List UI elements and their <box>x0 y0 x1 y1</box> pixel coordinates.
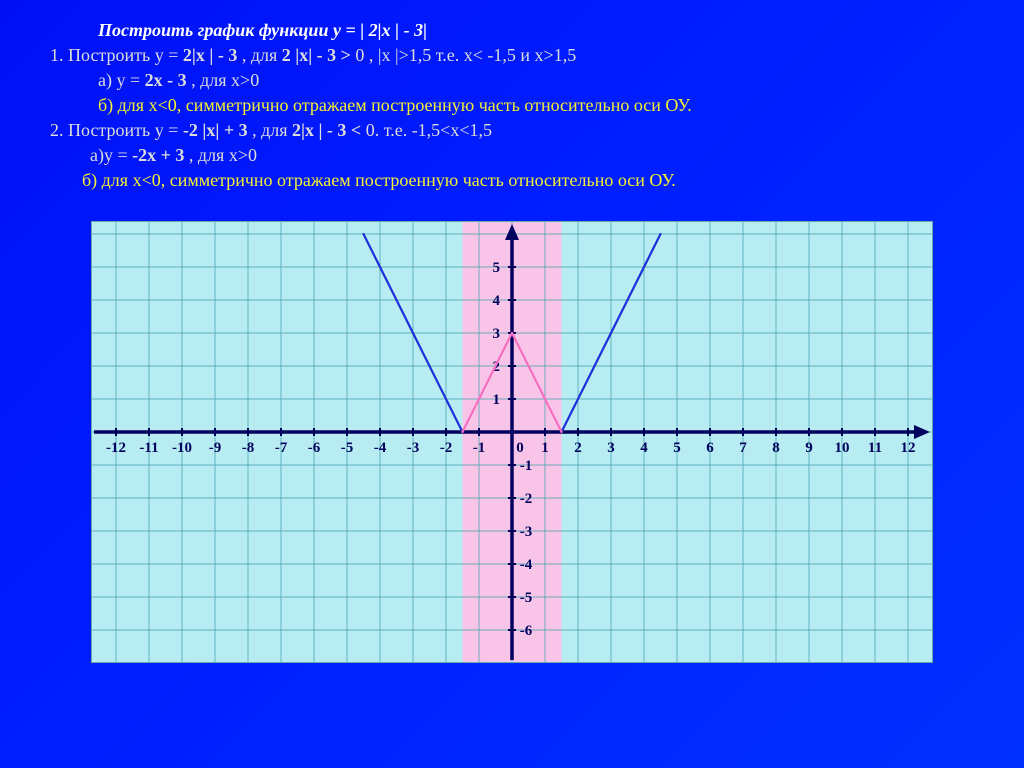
t: , для <box>252 120 292 140</box>
t: 2х - 3 <box>145 70 192 90</box>
svg-text:-11: -11 <box>139 440 158 456</box>
step1a: а) у = 2х - 3 , для х>0 <box>98 70 974 91</box>
svg-text:-2: -2 <box>440 440 453 456</box>
t: , для <box>242 45 282 65</box>
svg-text:2: 2 <box>574 440 582 456</box>
svg-text:11: 11 <box>868 440 882 456</box>
svg-text:7: 7 <box>739 440 747 456</box>
t: , для х>0 <box>189 145 257 165</box>
step2: 2. Построить у = -2 |х| + 3 , для 2|х | … <box>50 120 974 141</box>
step2b: б) для х<0, симметрично отражаем построе… <box>82 170 974 191</box>
svg-text:-5: -5 <box>520 590 533 606</box>
t: 2 |х| - 3 > <box>282 45 351 65</box>
chart-container: -12-11-10-9-8-7-6-5-4-3-2-10123456789101… <box>91 221 933 663</box>
t: а) у = <box>98 70 145 90</box>
svg-text:-3: -3 <box>520 524 533 540</box>
svg-text:10: 10 <box>835 440 850 456</box>
svg-text:1: 1 <box>541 440 549 456</box>
svg-text:8: 8 <box>772 440 780 456</box>
svg-text:3: 3 <box>607 440 615 456</box>
svg-text:5: 5 <box>673 440 681 456</box>
svg-text:-4: -4 <box>374 440 387 456</box>
t: 0. т.е. -1,5<х<1,5 <box>361 120 492 140</box>
svg-text:0: 0 <box>516 440 524 456</box>
svg-text:-1: -1 <box>473 440 486 456</box>
t: -2 |х| + 3 <box>183 120 252 140</box>
svg-text:-7: -7 <box>275 440 288 456</box>
step2a: а)у = -2х + 3 , для х>0 <box>90 145 974 166</box>
svg-text:-6: -6 <box>520 623 533 639</box>
svg-text:12: 12 <box>901 440 916 456</box>
svg-text:-6: -6 <box>308 440 321 456</box>
svg-text:5: 5 <box>493 260 501 276</box>
t: -2х + 3 <box>132 145 189 165</box>
step1: 1. Построить у = 2|х | - 3 , для 2 |х| -… <box>50 45 974 66</box>
svg-text:-8: -8 <box>242 440 255 456</box>
t: , для х>0 <box>191 70 259 90</box>
svg-text:-9: -9 <box>209 440 222 456</box>
text-content: Построить график функции у = | 2|х | - 3… <box>0 0 1024 191</box>
t: 2|х | - 3 <box>183 45 242 65</box>
svg-text:9: 9 <box>805 440 813 456</box>
t: 1. Построить у = <box>50 45 183 65</box>
svg-text:-10: -10 <box>172 440 192 456</box>
svg-text:4: 4 <box>493 293 501 309</box>
svg-text:3: 3 <box>493 326 501 342</box>
svg-text:-5: -5 <box>341 440 354 456</box>
svg-text:-1: -1 <box>520 458 533 474</box>
svg-text:4: 4 <box>640 440 648 456</box>
svg-text:-4: -4 <box>520 557 533 573</box>
chart-svg: -12-11-10-9-8-7-6-5-4-3-2-10123456789101… <box>92 222 932 662</box>
svg-text:-2: -2 <box>520 491 533 507</box>
t: 2. Построить у = <box>50 120 183 140</box>
t: а)у = <box>90 145 132 165</box>
t: 2|х | - 3 < <box>292 120 361 140</box>
svg-text:1: 1 <box>493 392 501 408</box>
svg-text:-3: -3 <box>407 440 420 456</box>
step1b: б) для х<0, симметрично отражаем построе… <box>98 95 974 116</box>
svg-text:-12: -12 <box>106 440 126 456</box>
title: Построить график функции у = | 2|х | - 3… <box>98 20 974 41</box>
svg-text:6: 6 <box>706 440 714 456</box>
t: 0 , |х |>1,5 т.е. х< -1,5 и х>1,5 <box>351 45 576 65</box>
